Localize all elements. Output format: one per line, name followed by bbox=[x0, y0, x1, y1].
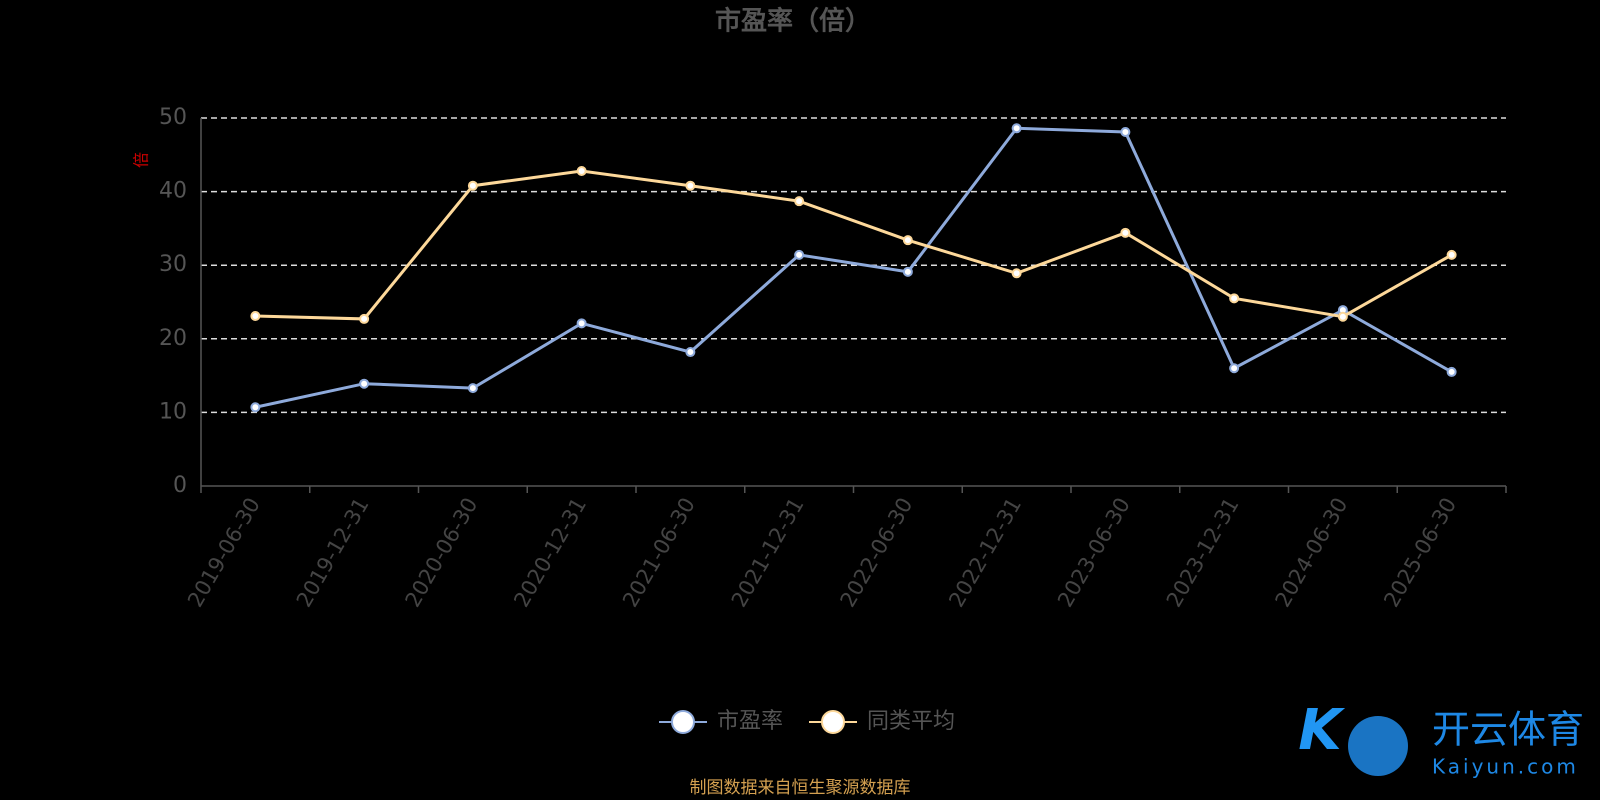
data-point bbox=[250, 310, 261, 321]
legend-item: 市盈率 bbox=[659, 709, 783, 734]
data-point bbox=[1337, 311, 1348, 322]
data-point bbox=[685, 347, 696, 358]
y-tick-label: 40 bbox=[159, 179, 187, 204]
data-point bbox=[685, 180, 696, 191]
logo-letter: K bbox=[1298, 698, 1345, 763]
source-note: 制图数据来自恒生聚源数据库 bbox=[690, 778, 911, 798]
y-tick-label: 20 bbox=[159, 326, 187, 351]
legend-marker bbox=[821, 710, 845, 734]
chart-title: 市盈率（倍） bbox=[715, 6, 871, 37]
data-point bbox=[576, 318, 587, 329]
series-line bbox=[255, 126, 1453, 409]
legend-marker bbox=[671, 710, 695, 734]
y-axis-label: 倍 bbox=[132, 152, 151, 168]
y-tick-label: 50 bbox=[159, 105, 187, 130]
data-point bbox=[1011, 123, 1022, 134]
y-tick-label: 30 bbox=[159, 252, 187, 277]
legend-item: 同类平均 bbox=[809, 709, 955, 734]
data-point bbox=[1229, 293, 1240, 304]
data-point bbox=[467, 383, 478, 394]
data-point bbox=[359, 378, 370, 389]
data-point bbox=[902, 235, 913, 246]
series-line bbox=[255, 169, 1453, 321]
data-point bbox=[359, 313, 370, 324]
logo-icon bbox=[1348, 716, 1408, 776]
data-point bbox=[1446, 366, 1457, 377]
y-tick-label: 0 bbox=[173, 473, 187, 498]
brand-site: Kaiyun.com bbox=[1432, 755, 1579, 779]
data-point bbox=[250, 402, 261, 413]
data-point bbox=[1446, 249, 1457, 260]
legend-label: 市盈率 bbox=[717, 709, 783, 734]
data-point bbox=[467, 180, 478, 191]
legend-label: 同类平均 bbox=[867, 709, 955, 734]
data-point bbox=[794, 196, 805, 207]
data-point bbox=[1120, 126, 1131, 137]
data-point bbox=[794, 249, 805, 260]
data-point bbox=[1120, 227, 1131, 238]
y-tick-label: 10 bbox=[159, 399, 187, 424]
data-point bbox=[1229, 363, 1240, 374]
data-point bbox=[1011, 268, 1022, 279]
data-point bbox=[902, 266, 913, 277]
data-point bbox=[576, 165, 587, 176]
watermark: K 开云体育 Kaiyun.com bbox=[1298, 698, 1584, 778]
brand-name: 开云体育 bbox=[1432, 708, 1584, 752]
